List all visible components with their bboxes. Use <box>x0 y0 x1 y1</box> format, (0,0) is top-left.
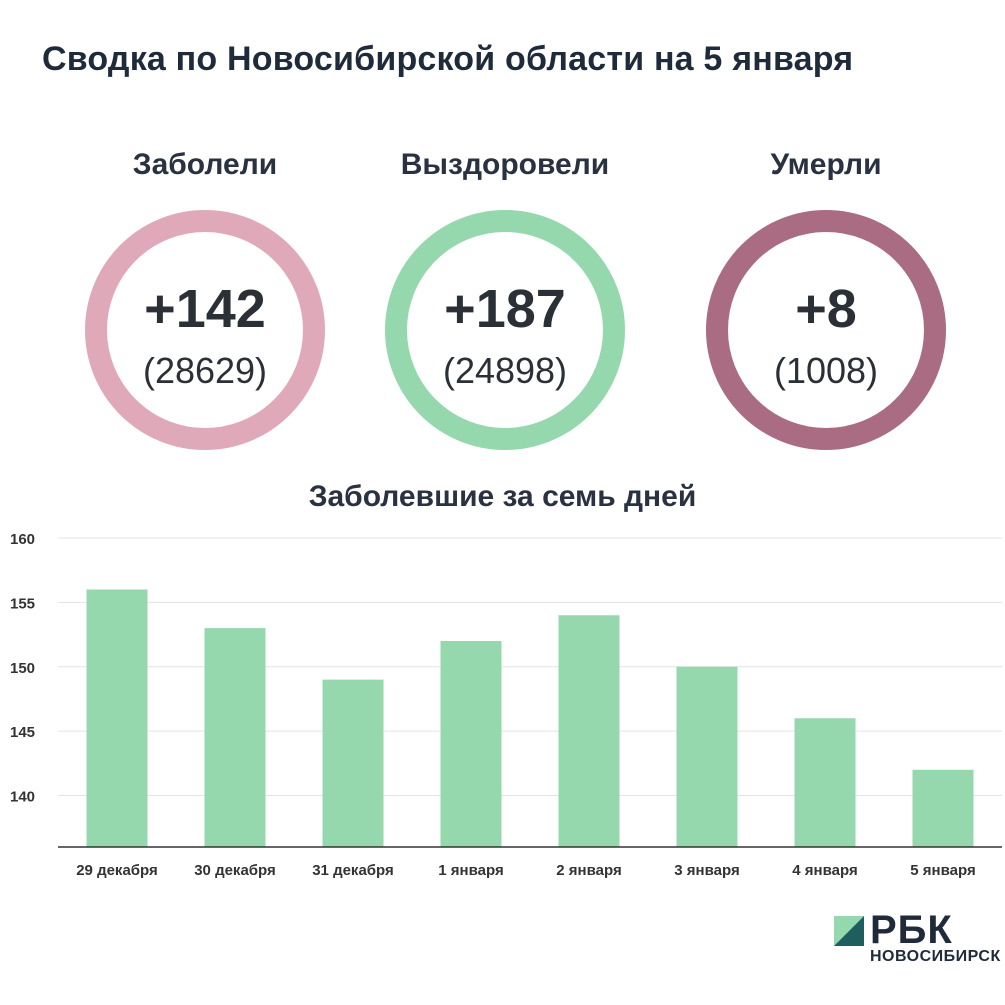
stat-infected-label: Заболели <box>132 148 278 181</box>
stat-infected: Заболели +142 (28629) <box>55 140 355 450</box>
stat-infected-value: +142 <box>144 279 266 339</box>
stat-infected-ring: +142 (28629) <box>85 210 325 450</box>
stat-died: Умерли +8 (1008) <box>676 140 976 450</box>
stat-recovered: Выздоровели +187 (24898) <box>355 140 655 450</box>
y-tick-label: 145 <box>10 724 35 741</box>
x-tick-label: 3 января <box>674 862 739 879</box>
y-tick-label: 150 <box>10 660 35 677</box>
bar <box>204 628 266 847</box>
page-title: Сводка по Новосибирской области на 5 янв… <box>42 40 854 78</box>
bar <box>912 769 974 847</box>
bar-chart: 140 145 150 155 160 29 декабря 30 декабря 31 де… <box>10 531 1002 879</box>
stat-infected-total: (28629) <box>142 350 268 391</box>
stat-died-total: (1008) <box>773 350 879 391</box>
bar <box>322 679 384 847</box>
stat-recovered-label: Выздоровели <box>400 148 610 181</box>
x-tick-label: 31 декабря <box>312 862 394 879</box>
stat-died-value: +8 <box>795 279 857 339</box>
rbk-logo-name: РБК <box>870 908 953 952</box>
x-tick-label: 1 января <box>438 862 503 879</box>
rbk-logo-city: НОВОСИБИРСК <box>870 948 1001 965</box>
bar <box>558 615 620 847</box>
stat-recovered-total: (24898) <box>442 350 568 391</box>
stat-died-label: Умерли <box>770 148 882 181</box>
x-tick-label: 4 января <box>792 862 857 879</box>
rbk-logo: РБК НОВОСИБИРСК <box>834 908 1001 974</box>
x-tick-label: 29 декабря <box>76 862 158 879</box>
bar <box>440 641 502 847</box>
y-tick-label: 155 <box>10 595 35 612</box>
x-tick-label: 2 января <box>556 862 621 879</box>
stat-died-ring: +8 (1008) <box>706 210 946 450</box>
rbk-logo-mark-icon <box>834 916 864 946</box>
y-tick-label: 140 <box>10 789 35 806</box>
bar <box>794 718 856 847</box>
stat-recovered-value: +187 <box>444 279 566 339</box>
x-tick-label: 5 января <box>910 862 975 879</box>
y-tick-label: 160 <box>10 531 35 548</box>
bar <box>676 666 738 847</box>
bar <box>86 589 148 847</box>
stat-recovered-ring: +187 (24898) <box>385 210 625 450</box>
x-tick-label: 30 декабря <box>194 862 276 879</box>
chart-title: Заболевшие за семь дней <box>308 480 697 513</box>
